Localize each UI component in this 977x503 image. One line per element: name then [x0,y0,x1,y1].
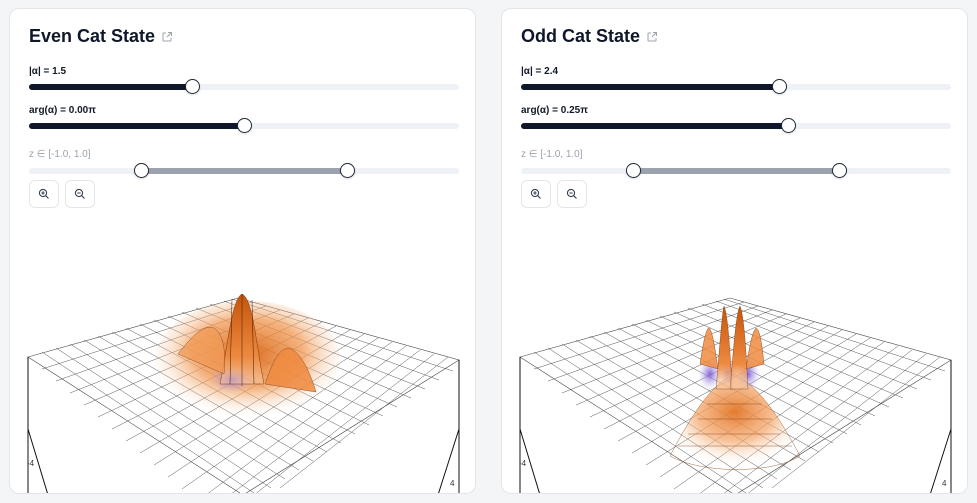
slider-thumb[interactable] [772,79,787,94]
slider-fill [29,123,244,129]
axis-tick-label: 4 [942,479,947,488]
axis-tick-label: -4 [27,459,35,468]
range-thumb-max[interactable] [832,163,848,178]
wigner-surface [669,305,801,470]
z-range-slider[interactable] [29,163,459,179]
range-thumb-min[interactable] [625,163,641,178]
zoom-in-icon [38,188,49,199]
external-link-icon[interactable] [161,31,173,43]
wigner-surface [156,293,340,417]
slider-fill [29,84,193,90]
alpha-argument-slider[interactable] [29,118,459,134]
slider-thumb[interactable] [780,118,796,133]
card-title-text: Odd Cat State [521,26,641,46]
wigner-surface-plot[interactable]: -4 4 [10,224,476,494]
slider-fill [521,84,779,90]
zoom-in-button[interactable] [521,180,551,208]
zoom-out-icon [566,188,577,199]
zoom-out-button[interactable] [557,180,587,208]
slider-thumb[interactable] [237,118,252,133]
odd-cat-card: Odd Cat State |α| = 2.4 arg(α) = 0.25π z… [501,8,968,494]
alpha-magnitude-label: |α| = 2.4 [521,66,559,77]
wigner-surface-plot[interactable]: -4 4 [502,224,968,494]
range-thumb-max[interactable] [340,163,356,178]
alpha-magnitude-slider[interactable] [521,79,951,95]
alpha-magnitude-slider[interactable] [29,79,459,95]
zoom-in-icon [530,188,541,199]
zoom-in-button[interactable] [29,180,59,208]
axis-ticks: -4 4 [27,459,455,488]
alpha-argument-label: arg(α) = 0.00π [29,105,96,116]
z-range-slider[interactable] [521,163,951,179]
slider-track [29,84,459,90]
card-title: Odd Cat State [521,26,658,47]
range-fill [632,168,840,174]
alpha-argument-slider[interactable] [521,118,951,134]
zoom-out-button[interactable] [65,180,95,208]
even-cat-card: Even Cat State |α| = 1.5 arg(α) = 0.00π … [9,8,476,494]
slider-thumb[interactable] [185,79,201,94]
card-title-text: Even Cat State [29,26,156,46]
axis-ticks: -4 4 [519,459,947,488]
axis-tick-label: -4 [519,459,527,468]
z-range-label: z ∈ [-1.0, 1.0] [521,149,583,160]
axis-tick-label: 4 [450,479,455,488]
slider-fill [521,123,788,129]
card-title: Even Cat State [29,26,173,47]
range-thumb-min[interactable] [133,163,149,178]
zoom-out-icon [74,188,85,199]
alpha-magnitude-label: |α| = 1.5 [29,66,67,77]
external-link-icon[interactable] [646,31,658,43]
z-range-label: z ∈ [-1.0, 1.0] [29,149,91,160]
alpha-argument-label: arg(α) = 0.25π [521,105,588,116]
range-fill [140,168,348,174]
